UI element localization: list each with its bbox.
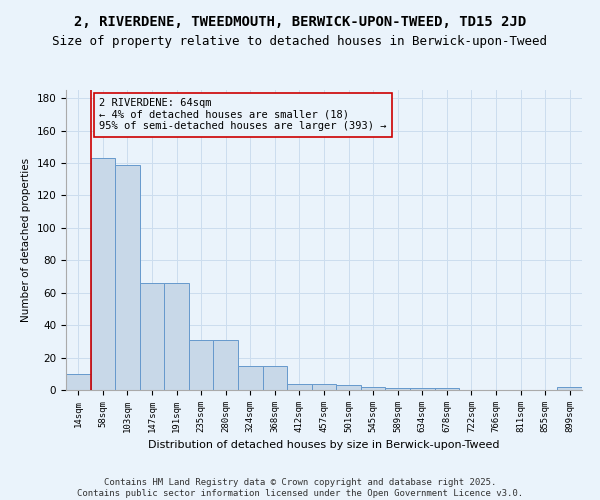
- Bar: [189, 340, 214, 390]
- Bar: [385, 388, 410, 390]
- Bar: [287, 384, 312, 390]
- Bar: [361, 387, 385, 390]
- Bar: [410, 388, 434, 390]
- Bar: [214, 340, 238, 390]
- Bar: [557, 387, 582, 390]
- Bar: [91, 158, 115, 390]
- Text: 2, RIVERDENE, TWEEDMOUTH, BERWICK-UPON-TWEED, TD15 2JD: 2, RIVERDENE, TWEEDMOUTH, BERWICK-UPON-T…: [74, 15, 526, 29]
- Bar: [263, 366, 287, 390]
- Bar: [336, 385, 361, 390]
- Text: Contains HM Land Registry data © Crown copyright and database right 2025.
Contai: Contains HM Land Registry data © Crown c…: [77, 478, 523, 498]
- Y-axis label: Number of detached properties: Number of detached properties: [21, 158, 31, 322]
- Bar: [312, 384, 336, 390]
- Bar: [434, 388, 459, 390]
- X-axis label: Distribution of detached houses by size in Berwick-upon-Tweed: Distribution of detached houses by size …: [148, 440, 500, 450]
- Text: Size of property relative to detached houses in Berwick-upon-Tweed: Size of property relative to detached ho…: [53, 35, 548, 48]
- Bar: [140, 283, 164, 390]
- Bar: [164, 283, 189, 390]
- Bar: [238, 366, 263, 390]
- Bar: [115, 164, 140, 390]
- Text: 2 RIVERDENE: 64sqm
← 4% of detached houses are smaller (18)
95% of semi-detached: 2 RIVERDENE: 64sqm ← 4% of detached hous…: [99, 98, 386, 132]
- Bar: [66, 374, 91, 390]
